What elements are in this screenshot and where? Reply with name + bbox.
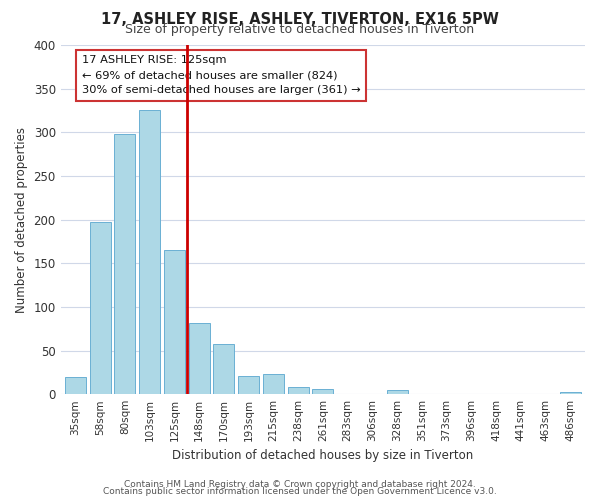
- Bar: [164, 250, 185, 394]
- Text: 17, ASHLEY RISE, ASHLEY, TIVERTON, EX16 5PW: 17, ASHLEY RISE, ASHLEY, TIVERTON, EX16 …: [101, 12, 499, 28]
- Bar: [263, 374, 284, 394]
- Text: 17 ASHLEY RISE: 125sqm
← 69% of detached houses are smaller (824)
30% of semi-de: 17 ASHLEY RISE: 125sqm ← 69% of detached…: [82, 56, 360, 95]
- Bar: [139, 110, 160, 394]
- Bar: [214, 344, 235, 394]
- Text: Contains public sector information licensed under the Open Government Licence v3: Contains public sector information licen…: [103, 488, 497, 496]
- X-axis label: Distribution of detached houses by size in Tiverton: Distribution of detached houses by size …: [172, 450, 473, 462]
- Text: Size of property relative to detached houses in Tiverton: Size of property relative to detached ho…: [125, 22, 475, 36]
- Y-axis label: Number of detached properties: Number of detached properties: [15, 126, 28, 312]
- Bar: [90, 222, 111, 394]
- Bar: [560, 392, 581, 394]
- Text: Contains HM Land Registry data © Crown copyright and database right 2024.: Contains HM Land Registry data © Crown c…: [124, 480, 476, 489]
- Bar: [115, 134, 136, 394]
- Bar: [313, 389, 334, 394]
- Bar: [287, 387, 308, 394]
- Bar: [238, 376, 259, 394]
- Bar: [65, 376, 86, 394]
- Bar: [386, 390, 407, 394]
- Bar: [188, 322, 209, 394]
